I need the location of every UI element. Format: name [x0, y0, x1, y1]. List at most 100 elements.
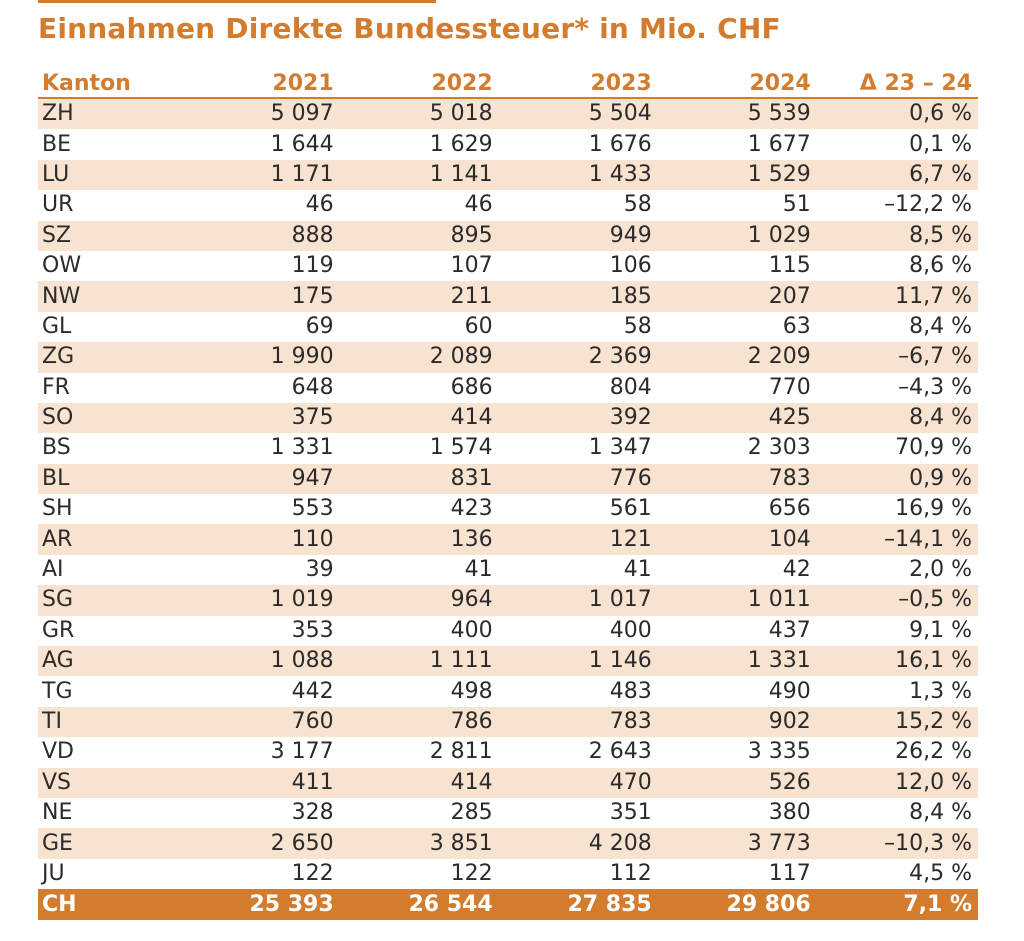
cell-kanton: GL — [42, 313, 72, 339]
total-2022: 26 544 — [333, 889, 493, 921]
cell-2024: 1 331 — [747, 648, 811, 674]
cell-2022: 423 — [450, 496, 493, 522]
table-row: AG 1 088 1 111 1 146 1 331 16,1 % — [38, 646, 978, 677]
total-2024: 29 806 — [651, 889, 811, 921]
cell-2023: 185 — [609, 283, 652, 309]
cell-2022: 2 089 — [429, 344, 493, 370]
cell-kanton: UR — [42, 192, 74, 218]
table-row: GL 69 60 58 63 8,4 % — [38, 311, 978, 343]
cell-delta: –4,3 % — [898, 374, 972, 400]
cell-2022: 895 — [450, 222, 493, 248]
cell-2021: 69 — [305, 313, 334, 339]
table-row: TI 760 786 783 902 15,2 % — [38, 706, 978, 738]
page-title: Einnahmen Direkte Bundessteuer* in Mio. … — [38, 12, 781, 45]
header-delta: Δ 23 – 24 — [810, 70, 978, 99]
cell-2024: 104 — [768, 526, 811, 552]
cell-kanton: AR — [42, 526, 73, 552]
table-row: JU 122 122 112 117 4,5 % — [38, 858, 978, 890]
cell-2022: 285 — [450, 800, 493, 826]
cell-2024: 425 — [768, 405, 811, 431]
cell-2021: 39 — [305, 557, 334, 583]
cell-delta: 1,3 % — [909, 678, 972, 704]
cell-kanton: ZG — [42, 344, 75, 370]
cell-delta: –12,2 % — [884, 192, 972, 218]
table-row: OW 119 107 106 115 8,6 % — [38, 250, 978, 282]
cell-2023: 58 — [623, 313, 652, 339]
cell-2024: 117 — [768, 860, 811, 886]
cell-kanton: BS — [42, 435, 71, 461]
cell-2023: 949 — [609, 222, 652, 248]
cell-2024: 437 — [768, 617, 811, 643]
cell-2021: 3 177 — [270, 739, 334, 765]
cell-2023: 1 433 — [588, 161, 652, 187]
cell-2024: 783 — [768, 465, 811, 491]
cell-2021: 1 990 — [270, 344, 334, 370]
cell-2022: 2 811 — [429, 739, 493, 765]
cell-delta: –6,7 % — [898, 344, 972, 370]
cell-kanton: GE — [42, 830, 73, 856]
cell-2022: 686 — [450, 374, 493, 400]
cell-kanton: LU — [42, 161, 70, 187]
cell-2023: 4 208 — [588, 830, 652, 856]
cell-2021: 46 — [305, 192, 334, 218]
cell-2023: 392 — [609, 405, 652, 431]
table-row: SG 1 019 964 1 017 1 011 –0,5 % — [38, 585, 978, 616]
cell-kanton: FR — [42, 374, 70, 400]
cell-2022: 211 — [450, 283, 493, 309]
header-2024: 2024 — [651, 70, 811, 99]
cell-2021: 1 644 — [270, 131, 334, 157]
cell-2023: 2 369 — [588, 344, 652, 370]
cell-kanton: NE — [42, 800, 73, 826]
cell-delta: 26,2 % — [895, 739, 972, 765]
cell-2021: 888 — [291, 222, 334, 248]
cell-kanton: NW — [42, 283, 81, 309]
cell-delta: 11,7 % — [895, 283, 972, 309]
cell-2022: 107 — [450, 253, 493, 279]
table-row: AR 110 136 121 104 –14,1 % — [38, 524, 978, 555]
table-row: BS 1 331 1 574 1 347 2 303 70,9 % — [38, 433, 978, 464]
cell-2023: 112 — [609, 860, 652, 886]
cell-delta: 16,9 % — [895, 496, 972, 522]
cell-2021: 1 019 — [270, 587, 334, 613]
cell-delta: –0,5 % — [898, 587, 972, 613]
total-delta: 7,1 % — [810, 889, 978, 921]
cell-2021: 328 — [291, 800, 334, 826]
cell-2022: 786 — [450, 709, 493, 734]
table-row: TG 442 498 483 490 1,3 % — [38, 676, 978, 707]
table-row: BE 1 644 1 629 1 676 1 677 0,1 % — [38, 129, 978, 160]
cell-delta: 8,5 % — [909, 222, 972, 248]
table-row: BL 947 831 776 783 0,9 % — [38, 463, 978, 495]
cell-kanton: JU — [42, 860, 65, 886]
table-row: SZ 888 895 949 1 029 8,5 % — [38, 220, 978, 251]
cell-2024: 115 — [768, 253, 811, 279]
cell-2022: 5 018 — [429, 101, 493, 127]
table-row: LU 1 171 1 141 1 433 1 529 6,7 % — [38, 159, 978, 191]
cell-2023: 121 — [609, 526, 652, 552]
cell-2021: 119 — [291, 253, 334, 279]
cell-delta: –10,3 % — [884, 830, 972, 856]
cell-2023: 483 — [609, 678, 652, 704]
header-2021: 2021 — [174, 70, 334, 99]
cell-2024: 2 209 — [747, 344, 811, 370]
table-body: ZH 5 097 5 018 5 504 5 539 0,6 % BE 1 644 1 629 1… — [38, 98, 978, 890]
cell-2024: 1 011 — [747, 587, 811, 613]
header-2022: 2022 — [333, 70, 493, 99]
cell-2021: 1 088 — [270, 648, 334, 674]
cell-2021: 947 — [291, 465, 334, 491]
cell-2022: 400 — [450, 617, 493, 643]
cell-2022: 498 — [450, 678, 493, 704]
cell-kanton: BE — [42, 131, 71, 157]
cell-kanton: SG — [42, 587, 74, 613]
cell-2023: 106 — [609, 253, 652, 279]
cell-2022: 46 — [464, 192, 493, 218]
cell-2024: 51 — [782, 192, 811, 218]
table-row: SH 553 423 561 656 16,9 % — [38, 494, 978, 525]
cell-2021: 122 — [291, 860, 334, 886]
cell-kanton: SZ — [42, 222, 72, 248]
cell-2022: 1 111 — [429, 648, 493, 674]
cell-2024: 1 677 — [747, 131, 811, 157]
cell-2024: 902 — [768, 709, 811, 734]
total-row: CH 25 393 26 544 27 835 29 806 7,1 % — [38, 889, 978, 921]
cell-delta: 15,2 % — [895, 709, 972, 734]
cell-delta: 16,1 % — [895, 648, 972, 674]
